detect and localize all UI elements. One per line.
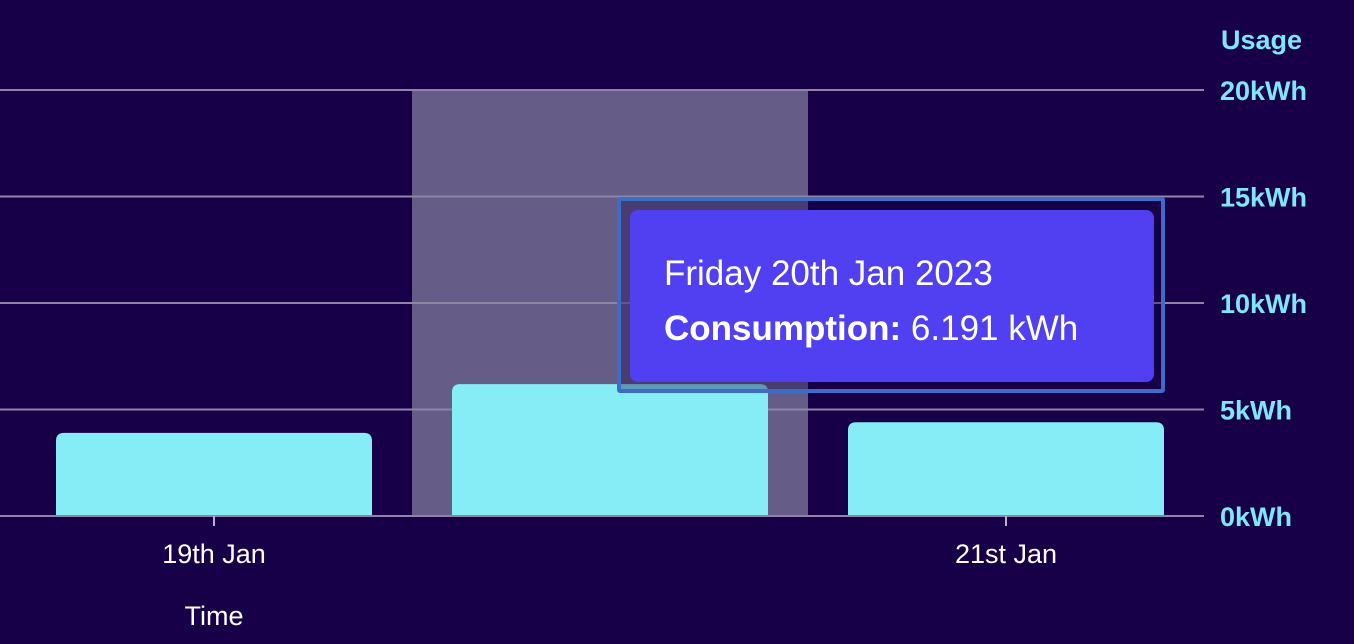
y-tick-label: 0kWh <box>1220 502 1292 532</box>
x-tick-label: 21st Jan <box>955 539 1057 569</box>
y-tick-label: 15kWh <box>1220 183 1307 213</box>
tooltip-consumption-value: 6.191 kWh <box>910 309 1079 348</box>
tooltip-consumption-label: Consumption: <box>664 309 902 348</box>
y-tick-label: 10kWh <box>1220 289 1307 319</box>
tooltip-consumption-row: Consumption: 6.191 kWh <box>664 301 1154 356</box>
y-tick-label: 20kWh <box>1220 76 1307 106</box>
bar-1 <box>56 432 372 516</box>
bar-3 <box>848 422 1164 516</box>
tooltip: Friday 20th Jan 2023 Consumption: 6.191 … <box>630 210 1154 382</box>
tooltip-date: Friday 20th Jan 2023 <box>664 254 993 293</box>
x-axis-label: Time <box>185 601 244 631</box>
y-tick-label: 5kWh <box>1220 396 1292 426</box>
bar-2 <box>452 384 768 516</box>
x-tick-label: 19th Jan <box>162 539 266 569</box>
y-axis-label: Usage <box>1221 25 1302 55</box>
